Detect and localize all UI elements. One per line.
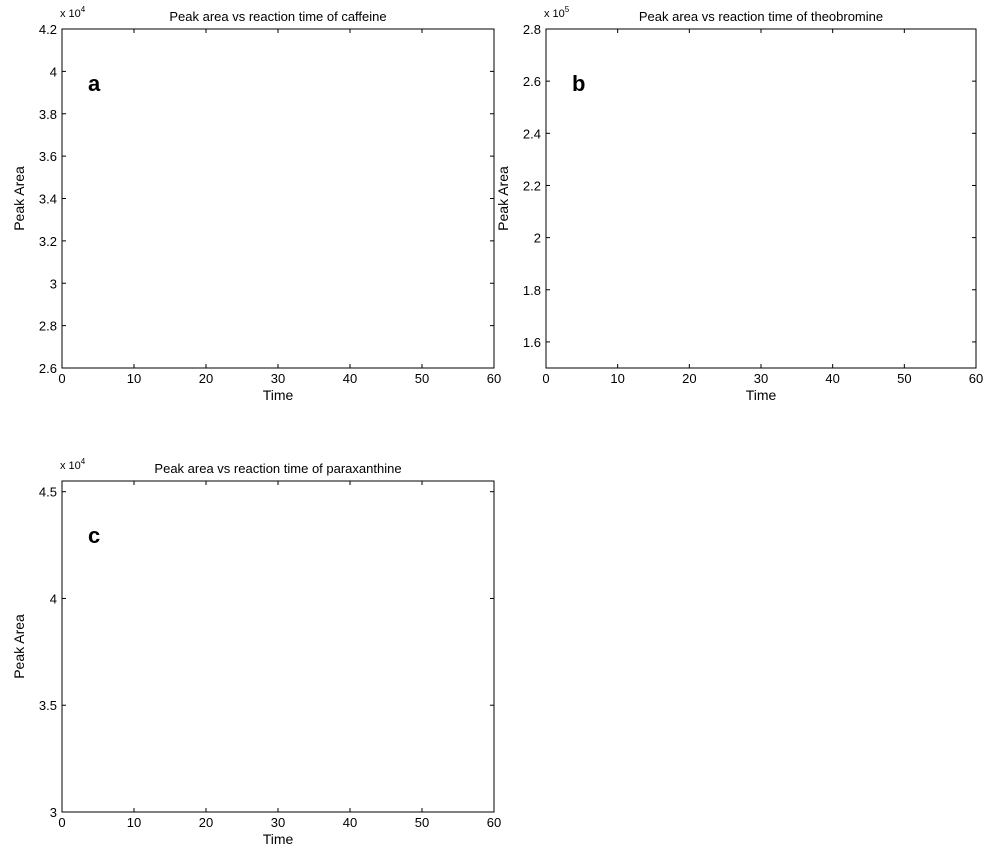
x-tick-label: 20 <box>199 371 213 386</box>
y-tick-label: 1.8 <box>523 283 541 298</box>
y-tick-label: 2.4 <box>523 126 541 141</box>
y-tick-label: 1.6 <box>523 335 541 350</box>
chart-title: Peak area vs reaction time of paraxanthi… <box>154 461 401 476</box>
x-tick-label: 30 <box>271 815 285 830</box>
y-tick-label: 3.4 <box>39 192 57 207</box>
chart-title: Peak area vs reaction time of theobromin… <box>639 9 883 24</box>
x-tick-label: 40 <box>343 815 357 830</box>
y-tick-label: 2 <box>534 231 541 246</box>
panel-b: Peak area vs reaction time of theobromin… <box>495 5 983 403</box>
x-axis-label: Time <box>263 831 294 847</box>
x-tick-label: 50 <box>415 815 429 830</box>
x-tick-label: 10 <box>127 815 141 830</box>
x-axis-label: Time <box>746 387 777 403</box>
x-tick-label: 0 <box>58 371 65 386</box>
plot-frame <box>545 28 977 369</box>
y-tick-label: 4.5 <box>39 485 57 500</box>
y-exponent-base: x 10 <box>60 460 81 472</box>
x-tick-label: 20 <box>682 371 696 386</box>
y-exponent-power: 4 <box>81 5 86 14</box>
x-tick-label: 10 <box>610 371 624 386</box>
y-tick-label: 2.6 <box>39 361 57 376</box>
x-tick-label: 0 <box>58 815 65 830</box>
x-tick-label: 50 <box>415 371 429 386</box>
x-tick-label: 30 <box>754 371 768 386</box>
y-tick-label: 2.8 <box>39 319 57 334</box>
x-axis-label: Time <box>263 387 294 403</box>
y-tick-label: 4 <box>50 591 57 606</box>
y-tick-label: 4.2 <box>39 22 57 37</box>
y-tick-label: 3 <box>50 805 57 820</box>
y-tick-label: 3 <box>50 276 57 291</box>
plot-frame <box>61 480 495 813</box>
y-tick-label: 2.8 <box>523 22 541 37</box>
panel-c: Peak area vs reaction time of paraxanthi… <box>11 457 501 847</box>
x-tick-label: 40 <box>343 371 357 386</box>
x-tick-label: 10 <box>127 371 141 386</box>
y-axis-label: Peak Area <box>11 614 27 679</box>
panel-letter: c <box>88 523 100 548</box>
y-tick-label: 4 <box>50 64 57 79</box>
y-tick-label: 3.6 <box>39 149 57 164</box>
y-exponent: x 105 <box>544 5 570 20</box>
y-exponent-base: x 10 <box>544 8 565 20</box>
x-tick-label: 40 <box>825 371 839 386</box>
x-tick-label: 60 <box>969 371 983 386</box>
y-axis-label: Peak Area <box>11 166 27 231</box>
y-exponent: x 104 <box>60 5 86 20</box>
plot-frame <box>61 28 495 369</box>
x-tick-label: 0 <box>542 371 549 386</box>
x-tick-label: 30 <box>271 371 285 386</box>
panel-a: Peak area vs reaction time of caffeine a… <box>11 5 501 403</box>
x-tick-label: 20 <box>199 815 213 830</box>
y-exponent-base: x 10 <box>60 8 81 20</box>
panel-letter: a <box>88 71 101 96</box>
y-exponent-power: 4 <box>81 457 86 466</box>
panel-letter: b <box>572 71 585 96</box>
y-tick-label: 3.2 <box>39 234 57 249</box>
chart-title: Peak area vs reaction time of caffeine <box>169 9 386 24</box>
y-tick-label: 3.5 <box>39 698 57 713</box>
y-axis-label: Peak Area <box>495 166 511 231</box>
y-tick-label: 2.6 <box>523 74 541 89</box>
x-tick-label: 50 <box>897 371 911 386</box>
x-tick-label: 60 <box>487 371 501 386</box>
y-tick-label: 3.8 <box>39 107 57 122</box>
x-tick-label: 60 <box>487 815 501 830</box>
y-exponent-power: 5 <box>565 5 570 14</box>
y-exponent: x 104 <box>60 457 86 472</box>
y-tick-label: 2.2 <box>523 178 541 193</box>
